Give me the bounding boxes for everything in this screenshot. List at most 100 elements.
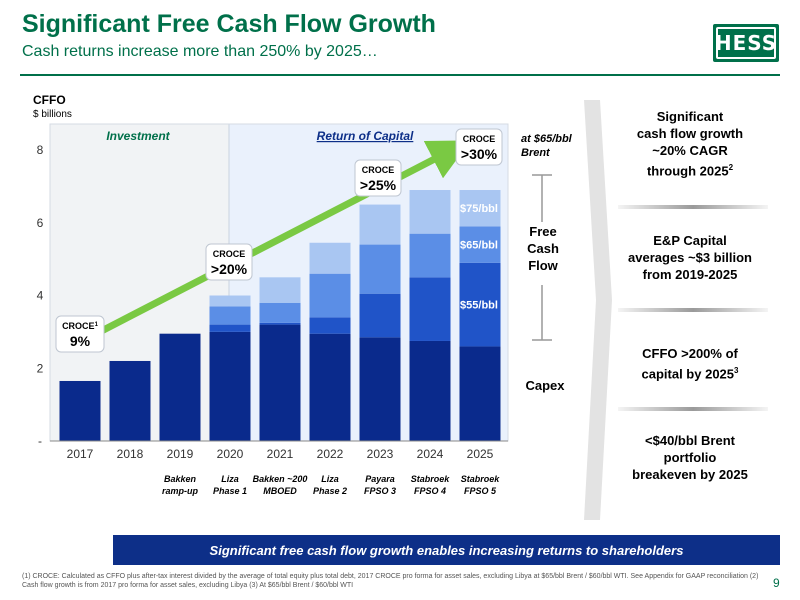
bar-segment	[359, 293, 401, 338]
milestone-label: Payara	[365, 474, 395, 484]
panel-line: breakeven by 2025	[632, 467, 748, 482]
bar-segment	[459, 226, 501, 263]
x-tick-label: 2017	[67, 447, 94, 461]
milestone-label: FPSO 5	[464, 486, 497, 496]
chart-unit: $ billions	[33, 109, 72, 120]
title-rule	[20, 74, 780, 76]
footnote-ref: 3	[734, 366, 739, 375]
bar-segment	[359, 204, 401, 245]
fcf-label: Flow	[528, 258, 558, 273]
milestone-label: Phase 1	[213, 486, 247, 496]
price-note: Brent	[521, 147, 551, 159]
bar-segment	[459, 262, 501, 347]
panel-line: E&P Capital	[653, 233, 727, 248]
fcf-label: Free	[529, 224, 556, 239]
milestone-label: FPSO 4	[414, 486, 446, 496]
bar-segment	[459, 190, 501, 227]
bar-segment	[259, 322, 301, 325]
croce-value: 9%	[70, 333, 91, 349]
logo-text: HESS	[714, 31, 778, 55]
bar-segment	[259, 277, 301, 303]
milestone-label: FPSO 3	[364, 486, 396, 496]
croce-value: >20%	[211, 261, 248, 277]
chevron-arrow	[584, 100, 612, 520]
bar-segment	[309, 333, 351, 441]
price-level-label: $65/bbl	[460, 240, 498, 252]
bar-segment	[109, 360, 151, 441]
panel-cffo-capital: CFFO >200% of capital by 20253	[590, 345, 790, 382]
x-tick-label: 2018	[117, 447, 144, 461]
bar-segment	[309, 242, 351, 274]
bar-segment	[459, 346, 501, 441]
croce-callout	[354, 159, 402, 197]
conclusion-banner: Significant free cash flow growth enable…	[113, 535, 780, 565]
y-tick-label: 6	[37, 216, 44, 230]
price-level-label: $75/bbl	[460, 203, 498, 215]
panel-separator	[618, 407, 768, 411]
y-tick-label: -	[38, 434, 42, 448]
x-tick-label: 2019	[167, 447, 194, 461]
panel-line: capital by 20253	[590, 362, 790, 382]
panel-line: CFFO >200% of	[642, 346, 738, 361]
bar-segment	[409, 340, 451, 441]
milestone-label: Stabroek	[461, 474, 501, 484]
bar-segment	[259, 324, 301, 441]
region-label-return-of-capital: Return of Capital	[317, 129, 414, 143]
chart-title: CFFO	[33, 93, 66, 107]
bar-segment	[309, 273, 351, 318]
panel-cash-flow-growth: Significant cash flow growth ~20% CAGR t…	[590, 108, 790, 179]
bar-segment	[59, 380, 101, 441]
panel-text: through 2025	[646, 163, 729, 179]
panel-ep-capital: E&P Capital averages ~$3 billion from 20…	[590, 232, 790, 283]
panel-separator	[618, 205, 768, 209]
page-subtitle: Cash returns increase more than 250% by …	[22, 43, 378, 60]
croce-value: >30%	[461, 146, 498, 162]
panel-line: Significant	[656, 109, 724, 124]
page-number: 9	[773, 576, 780, 590]
y-tick-label: 8	[37, 143, 44, 157]
footnote-ref: 2	[728, 163, 734, 172]
bar-segment	[309, 317, 351, 334]
milestone-label: MBOED	[263, 486, 297, 496]
x-tick-label: 2023	[367, 447, 394, 461]
croce-callout	[455, 128, 503, 166]
panel-line: from 2019-2025	[642, 267, 738, 282]
milestone-label: Phase 2	[313, 486, 347, 496]
price-note: at $65/bbl	[521, 133, 573, 145]
capex-label: Capex	[525, 378, 565, 393]
y-tick-label: 2	[37, 361, 44, 375]
bar-segment	[209, 295, 251, 307]
panel-line: <$40/bbl Brent	[645, 433, 735, 448]
milestone-label: ramp-up	[162, 486, 199, 496]
milestone-label: Bakken	[164, 474, 197, 484]
bar-segment	[209, 331, 251, 441]
milestone-label: Stabroek	[411, 474, 451, 484]
bar-segment	[359, 337, 401, 441]
panel-text: capital by 2025	[641, 366, 735, 382]
panel-line: ~20% CAGR	[652, 143, 728, 158]
croce-label: CROCE1	[62, 321, 99, 331]
panel-line: averages ~$3 billion	[628, 250, 752, 265]
x-tick-label: 2021	[267, 447, 294, 461]
bar-segment	[409, 233, 451, 278]
region-label-investment: Investment	[106, 129, 170, 143]
croce-callout	[55, 315, 105, 353]
panel-separator	[618, 308, 768, 312]
bar-segment	[259, 302, 301, 323]
logo-frame: HESS	[714, 27, 778, 59]
milestone-label: Liza	[321, 474, 339, 484]
croce-callout	[205, 243, 253, 281]
x-tick-label: 2024	[417, 447, 444, 461]
milestone-label: Bakken ~200	[253, 474, 308, 484]
bar-segment	[409, 277, 451, 341]
croce-label: CROCE	[463, 134, 496, 144]
panel-breakeven: <$40/bbl Brent portfolio breakeven by 20…	[590, 432, 790, 483]
panel-line: cash flow growth	[636, 126, 744, 141]
bar-segment	[409, 190, 451, 234]
bar-segment	[209, 306, 251, 325]
x-tick-label: 2020	[217, 447, 244, 461]
page-title: Significant Free Cash Flow Growth	[22, 10, 436, 38]
price-level-label: $55/bbl	[460, 300, 498, 312]
fcf-label: Cash	[527, 241, 559, 256]
cffo-chart: Investment Return of Capital - 2 4 6 8 2017 2018…	[37, 100, 612, 520]
